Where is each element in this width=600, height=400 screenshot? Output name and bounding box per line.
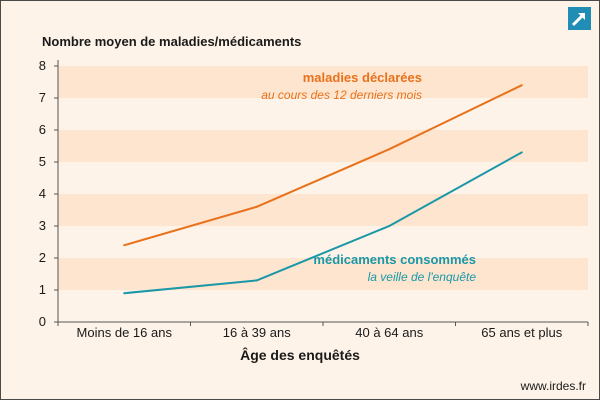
y-tick-label: 7 [39, 90, 46, 105]
series-lines [123, 84, 523, 295]
y-tick-label: 2 [39, 250, 46, 265]
series-line-medicaments [124, 151, 523, 295]
axes [54, 60, 589, 326]
y-tick-label: 4 [39, 186, 46, 201]
legend-medicaments-subtitle: la veille de l'enquête [367, 270, 476, 284]
y-tick-label: 8 [39, 58, 46, 73]
y-axis-label: Nombre moyen de maladies/médicaments [42, 34, 302, 49]
x-tick-label: 65 ans et plus [481, 325, 562, 340]
y-tick-labels: 0 1 2 3 4 5 6 7 8 [39, 58, 46, 329]
y-tick-label: 6 [39, 122, 46, 137]
external-link-arrow-icon[interactable] [568, 7, 591, 30]
data-point [520, 84, 523, 87]
legend-maladies-subtitle: au cours des 12 derniers mois [261, 88, 422, 102]
data-point [255, 279, 258, 282]
x-tick-label: 40 à 64 ans [355, 325, 423, 340]
legend-medicaments: médicaments consommés la veille de l'enq… [313, 252, 476, 284]
y-tick-label: 0 [39, 314, 46, 329]
legend-maladies: maladies déclarées au cours des 12 derni… [261, 70, 422, 102]
x-tick-labels: Moins de 16 ans 16 à 39 ans 40 à 64 ans 65 … [77, 325, 563, 340]
source-url: www.irdes.fr [520, 379, 586, 393]
legend-medicaments-title: médicaments consommés [313, 252, 476, 267]
y-tick-label: 1 [39, 282, 46, 297]
data-point [123, 244, 126, 247]
data-point [388, 225, 391, 227]
y-tick-label: 3 [39, 218, 46, 233]
x-tick-label: Moins de 16 ans [77, 325, 173, 340]
grid-band [58, 194, 588, 226]
arrow-icon-graphic [571, 13, 585, 27]
x-axis-label: Âge des enquêtés [240, 347, 360, 363]
y-tick-label: 5 [39, 154, 46, 169]
data-point [255, 205, 258, 208]
data-point [388, 148, 391, 151]
x-tick-label: 16 à 39 ans [223, 325, 291, 340]
series-line-maladies [123, 84, 523, 247]
grid-band [58, 66, 588, 98]
grid-bands [58, 66, 588, 290]
data-point [123, 292, 126, 295]
data-point [520, 151, 523, 154]
grid-band [58, 130, 588, 162]
grid-band [58, 258, 588, 290]
legend-maladies-title: maladies déclarées [302, 70, 422, 85]
